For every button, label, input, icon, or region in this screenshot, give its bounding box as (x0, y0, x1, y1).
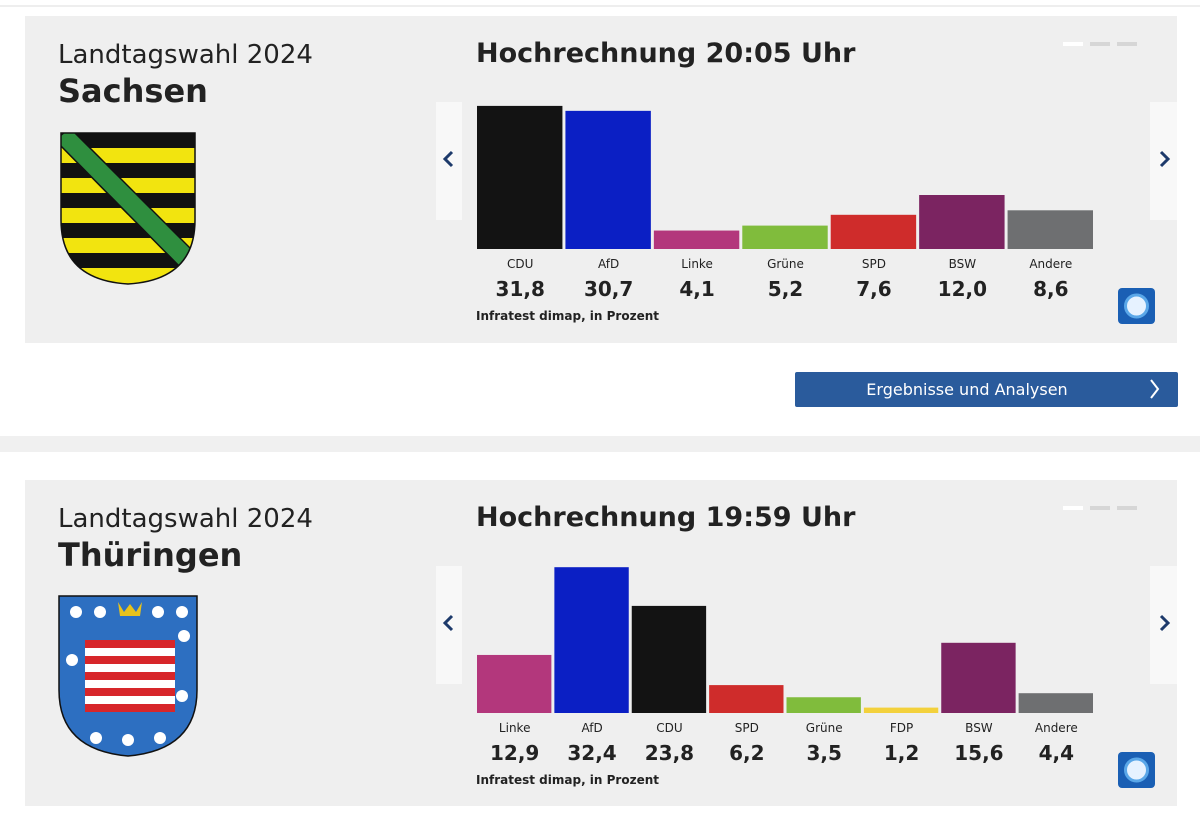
dot[interactable] (1117, 42, 1137, 46)
chart-title: Hochrechnung 20:05 Uhr (476, 38, 856, 69)
dot[interactable] (1117, 506, 1137, 510)
source-note: Infratest dimap, in Prozent (476, 773, 659, 787)
panel-heading: Landtagswahl 2024 (58, 504, 313, 534)
value-label: 12,0 (938, 277, 987, 301)
bar (709, 685, 784, 713)
bar (830, 214, 917, 249)
dot[interactable] (1063, 42, 1083, 46)
bar (742, 225, 828, 249)
value-label: 31,8 (496, 277, 545, 301)
category-label: Grüne (806, 721, 843, 735)
next-icon (1159, 150, 1171, 168)
next-button[interactable] (1150, 102, 1177, 220)
top-rule (0, 5, 1200, 7)
value-label: 1,2 (884, 741, 919, 765)
value-label: 32,4 (567, 741, 616, 765)
dot[interactable] (1090, 42, 1110, 46)
value-label: 7,6 (856, 277, 891, 301)
value-label: 12,9 (490, 741, 539, 765)
value-label: 4,4 (1039, 741, 1074, 765)
next-button[interactable] (1150, 566, 1177, 684)
bar (786, 697, 861, 713)
dot[interactable] (1090, 506, 1110, 510)
chart-title: Hochrechnung 19:59 Uhr (476, 502, 856, 533)
bar (941, 642, 1016, 713)
slider-dots[interactable] (1063, 42, 1137, 510)
bar (1007, 210, 1093, 249)
logo-mark (1124, 293, 1149, 319)
bar (919, 195, 1005, 249)
category-label: Linke (681, 257, 713, 271)
state-name: Sachsen (58, 72, 208, 110)
value-label: 15,6 (954, 741, 1003, 765)
coat-of-arms (60, 132, 196, 285)
button-label[interactable]: Ergebnisse und Analysen (866, 380, 1067, 399)
value-label: 3,5 (806, 741, 841, 765)
state-name: Thüringen (58, 536, 242, 574)
category-label: AfD (581, 721, 602, 735)
category-label: Grüne (767, 257, 804, 271)
category-label: BSW (949, 257, 977, 271)
value-label: 23,8 (645, 741, 694, 765)
button-bg[interactable] (795, 372, 1178, 407)
category-label: SPD (735, 721, 759, 735)
category-label: Linke (499, 721, 531, 735)
category-label: FDP (890, 721, 913, 735)
bar (477, 654, 552, 713)
next-icon (1159, 614, 1171, 632)
category-label: CDU (656, 721, 682, 735)
bar (565, 110, 651, 249)
bar (863, 707, 939, 713)
category-label: SPD (862, 257, 886, 271)
dot[interactable] (1063, 506, 1083, 510)
bar (1018, 693, 1093, 713)
bar (554, 567, 629, 713)
prev-icon (442, 150, 454, 168)
category-label: CDU (507, 257, 533, 271)
category-label: Andere (1029, 257, 1072, 271)
separator (0, 436, 1200, 452)
panel-heading: Landtagswahl 2024 (58, 40, 313, 70)
prev-icon (442, 614, 454, 632)
bar (631, 605, 707, 713)
source-note: Infratest dimap, in Prozent (476, 309, 659, 323)
value-label: 8,6 (1033, 277, 1068, 301)
bar (477, 105, 563, 250)
value-label: 5,2 (768, 277, 803, 301)
coat-of-arms (58, 595, 198, 757)
category-label: Andere (1035, 721, 1078, 735)
button[interactable]: Ergebnisse und Analysen (795, 372, 1178, 407)
value-label: 6,2 (729, 741, 764, 765)
category-label: AfD (598, 257, 619, 271)
logo-mark (1124, 757, 1149, 783)
bar (653, 230, 740, 249)
category-label: BSW (965, 721, 993, 735)
chevron (1150, 379, 1160, 399)
value-label: 4,1 (679, 277, 714, 301)
value-label: 30,7 (584, 277, 633, 301)
